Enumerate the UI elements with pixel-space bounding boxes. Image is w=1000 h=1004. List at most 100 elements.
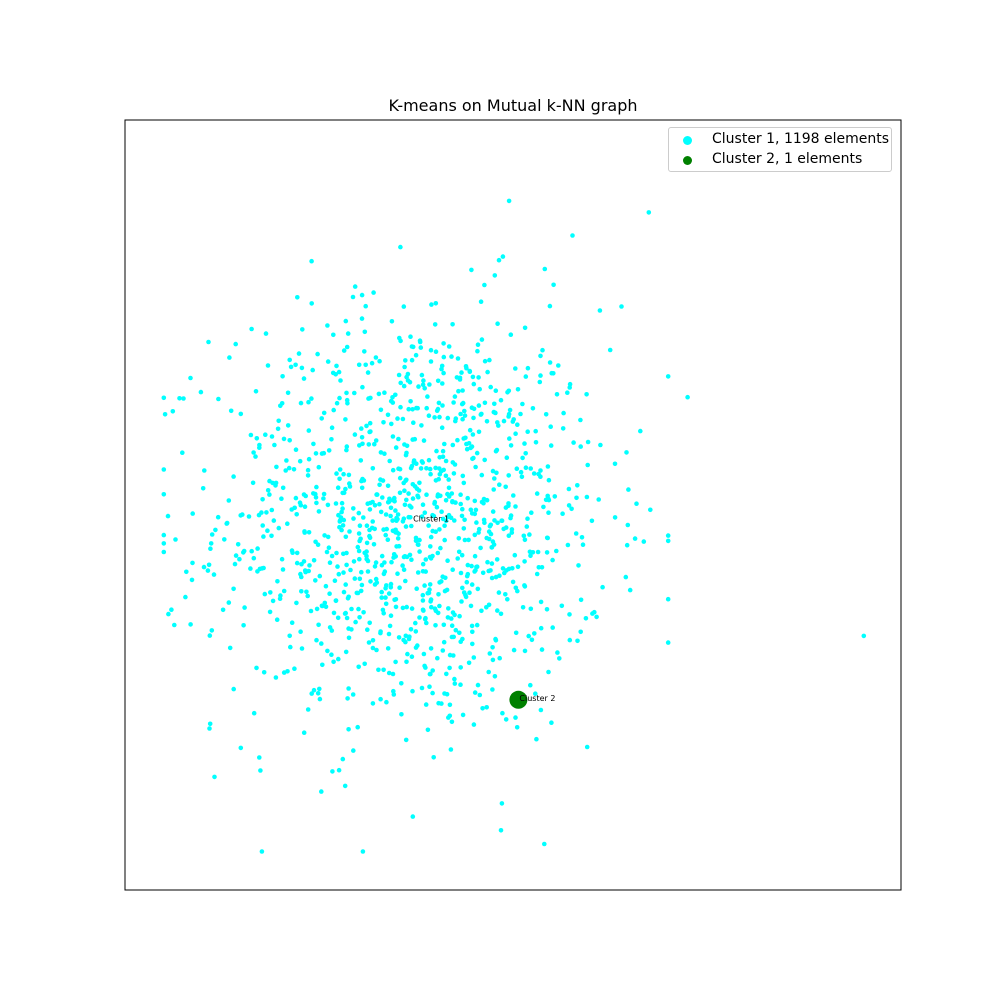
- cluster-1-point: [410, 482, 416, 487]
- cluster-1-point: [314, 637, 319, 643]
- cluster-1-point: [322, 600, 328, 606]
- cluster-1-point: [584, 392, 589, 397]
- cluster-1-point: [411, 458, 417, 463]
- cluster-1-point: [509, 530, 515, 535]
- cluster-1-point: [458, 411, 463, 417]
- cluster-1-point: [405, 378, 411, 383]
- cluster-1-point: [560, 511, 565, 516]
- cluster-1-point: [559, 603, 565, 609]
- cluster-1-point: [321, 491, 327, 497]
- cluster-1-point: [665, 640, 671, 645]
- cluster-1-point: [538, 468, 543, 473]
- cluster-1-point: [325, 648, 330, 654]
- cluster-1-point: [319, 416, 325, 421]
- cluster-1-point: [422, 510, 428, 515]
- cluster-1-point: [311, 687, 317, 693]
- cluster-1-point: [382, 569, 388, 574]
- cluster-1-point: [292, 666, 297, 671]
- cluster-1-point: [342, 783, 348, 789]
- cluster-1-point: [316, 509, 322, 514]
- cluster-1-point: [343, 318, 349, 324]
- cluster-1-point: [335, 485, 341, 491]
- points-layer: [161, 198, 867, 854]
- cluster-1-point: [508, 332, 514, 338]
- cluster-1-point: [177, 396, 182, 401]
- cluster-1-point: [372, 526, 378, 532]
- cluster-1-point: [343, 610, 349, 616]
- cluster-1-point: [364, 549, 369, 554]
- cluster-1-point: [254, 665, 259, 671]
- cluster-1-point: [396, 436, 401, 442]
- cluster-1-point: [379, 595, 385, 600]
- cluster-1-point: [513, 630, 519, 636]
- cluster-1-point: [578, 444, 583, 449]
- cluster-1-point: [317, 686, 322, 692]
- cluster-1-point: [446, 485, 452, 491]
- cluster-1-point: [189, 577, 195, 583]
- cluster-1-point: [364, 540, 370, 546]
- cluster-1-point: [311, 558, 317, 563]
- cluster-1-point: [433, 478, 439, 483]
- cluster-1-point: [510, 579, 516, 585]
- cluster-1-point: [169, 607, 174, 612]
- cluster-1-point: [351, 506, 356, 511]
- cluster-1-point: [475, 348, 480, 354]
- cluster-1-point: [397, 475, 403, 481]
- cluster-1-point: [420, 561, 426, 567]
- cluster-1-point: [440, 574, 446, 579]
- cluster-1-point: [404, 443, 410, 449]
- cluster-1-point: [382, 390, 387, 396]
- cluster-1-point: [237, 556, 242, 562]
- cluster-1-point: [367, 429, 372, 435]
- cluster-1-point: [480, 570, 486, 576]
- cluster-1-point: [336, 656, 341, 662]
- cluster-1-point: [336, 369, 342, 375]
- cluster-1-point: [284, 458, 289, 463]
- cluster-1-point: [430, 690, 435, 696]
- cluster-1-point: [285, 423, 291, 428]
- cluster-1-point: [561, 410, 566, 416]
- cluster-1-point: [421, 651, 427, 657]
- cluster-1-point: [528, 606, 534, 612]
- cluster-1-point: [493, 636, 498, 642]
- cluster-1-point: [165, 513, 171, 519]
- cluster-1-point: [479, 472, 485, 478]
- cluster-1-point: [361, 515, 366, 520]
- cluster-1-point: [397, 585, 402, 590]
- cluster-1-point: [417, 549, 422, 554]
- cluster-1-point: [522, 559, 527, 564]
- cluster-1-point: [492, 410, 498, 416]
- cluster-1-point: [231, 474, 236, 479]
- cluster-1-point: [502, 570, 507, 576]
- cluster-1-point: [300, 327, 305, 332]
- cluster-1-point: [231, 686, 236, 692]
- cluster-1-point: [327, 560, 333, 565]
- cluster-1-point: [495, 520, 500, 526]
- cluster-1-point: [321, 496, 326, 501]
- cluster-1-point: [584, 494, 590, 500]
- annotation-cluster-2: Cluster 2: [519, 694, 555, 703]
- cluster-1-point: [492, 674, 498, 679]
- cluster-1-point: [331, 610, 337, 616]
- cluster-1-point: [327, 591, 332, 596]
- cluster-1-point: [597, 308, 603, 313]
- cluster-1-point: [497, 655, 503, 661]
- cluster-1-point: [479, 411, 484, 417]
- cluster-1-point: [473, 507, 479, 513]
- cluster-1-point: [477, 692, 483, 698]
- cluster-1-point: [456, 388, 461, 394]
- cluster-1-point: [295, 295, 300, 300]
- cluster-1-point: [470, 629, 475, 635]
- cluster-1-point: [489, 561, 495, 566]
- cluster-1-point: [648, 507, 653, 513]
- cluster-1-point: [417, 537, 422, 543]
- cluster-1-point: [468, 603, 474, 609]
- cluster-1-point: [484, 419, 490, 424]
- cluster-1-point: [299, 574, 304, 580]
- cluster-1-point: [341, 589, 347, 595]
- cluster-1-point: [334, 471, 339, 476]
- cluster-1-point: [494, 470, 499, 476]
- cluster-1-point: [406, 406, 412, 412]
- cluster-1-point: [248, 432, 254, 438]
